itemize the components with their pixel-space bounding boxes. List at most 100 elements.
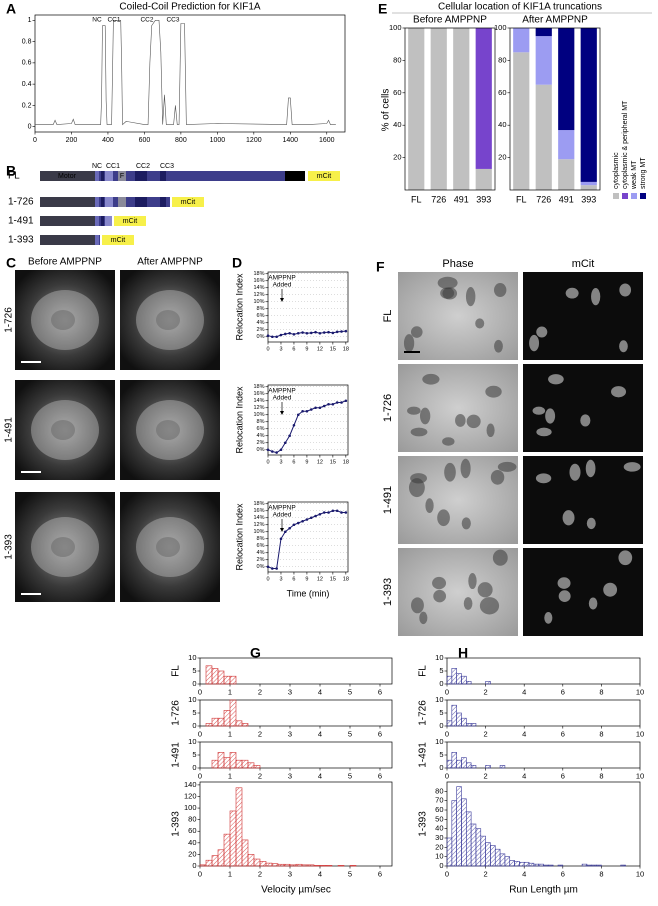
hist-bar bbox=[211, 759, 219, 769]
hist-bar bbox=[223, 675, 231, 685]
cell bbox=[486, 423, 495, 438]
data-point bbox=[292, 523, 296, 527]
construct-name: 1-726 bbox=[8, 197, 34, 208]
hist-bar bbox=[325, 865, 333, 867]
y-tick-label: 40 bbox=[435, 824, 443, 833]
data-point bbox=[318, 512, 322, 516]
y-tick-label: 0.4 bbox=[22, 81, 32, 88]
x-tick-label: 8 bbox=[599, 688, 603, 697]
hist-bar bbox=[235, 787, 243, 867]
annotation: CC2 bbox=[140, 17, 153, 24]
hist-bar bbox=[446, 675, 453, 685]
cell bbox=[591, 287, 601, 306]
hist-bar bbox=[253, 858, 261, 867]
hist-bar bbox=[485, 842, 491, 867]
x-tick-label: 0 bbox=[445, 688, 449, 697]
data-point bbox=[266, 448, 270, 452]
data-point bbox=[318, 406, 322, 410]
x-tick-label: 6 bbox=[378, 772, 382, 781]
y-tick-label: 5 bbox=[192, 666, 196, 675]
hist-bar bbox=[211, 668, 219, 685]
x-tick-label: 10 bbox=[636, 730, 644, 739]
x-tick-label: 10 bbox=[636, 688, 644, 697]
hist-bar bbox=[289, 864, 297, 867]
x-tick-label: 4 bbox=[522, 730, 526, 739]
hist-bar bbox=[596, 864, 602, 867]
hist-bar bbox=[217, 670, 225, 685]
hist-bar bbox=[519, 861, 525, 867]
hist-bar bbox=[470, 723, 477, 727]
x-tick-label: 0 bbox=[266, 459, 269, 465]
f-domain bbox=[118, 197, 126, 207]
y-tick-label: 5 bbox=[439, 666, 443, 675]
x-tick-label: 491 bbox=[454, 194, 469, 204]
x-tick-label: 8 bbox=[599, 870, 603, 879]
y-tick-label: 0 bbox=[439, 721, 443, 730]
annotation: AMPPNP bbox=[268, 275, 295, 282]
hist-bar bbox=[307, 864, 315, 867]
y-tick-label: 4% bbox=[257, 320, 265, 326]
cell bbox=[437, 509, 450, 527]
x-tick-label: 4 bbox=[318, 870, 322, 879]
data-point bbox=[292, 423, 296, 427]
coil-segment bbox=[160, 171, 166, 181]
row-label: 1-726 bbox=[418, 700, 429, 726]
cell bbox=[425, 498, 434, 514]
cell bbox=[569, 463, 581, 481]
coil-segment bbox=[101, 171, 104, 181]
x-tick-label: 3 bbox=[288, 772, 292, 781]
x-tick-label: 9 bbox=[305, 459, 308, 465]
x-tick-label: 200 bbox=[66, 137, 78, 144]
data-point bbox=[279, 537, 283, 541]
plot-frame bbox=[446, 741, 641, 769]
x-tick-label: 8 bbox=[599, 772, 603, 781]
y-tick-label: 5 bbox=[192, 750, 196, 759]
cell bbox=[623, 462, 641, 472]
row-label: FL bbox=[382, 310, 394, 323]
column-header: Phase bbox=[442, 258, 473, 270]
f-domain bbox=[118, 171, 126, 181]
data-point bbox=[296, 331, 300, 335]
y-tick-label: 0.8 bbox=[22, 38, 32, 45]
cell bbox=[490, 469, 505, 485]
x-tick-label: 6 bbox=[561, 870, 565, 879]
row-label: 1-726 bbox=[4, 307, 15, 333]
cell bbox=[565, 287, 579, 299]
y-tick-label: 0 bbox=[28, 124, 32, 131]
panel-label: D bbox=[232, 255, 242, 271]
data-point bbox=[296, 413, 300, 417]
annotation: NC bbox=[92, 17, 102, 24]
data-point bbox=[301, 331, 304, 334]
domain-label: F bbox=[120, 173, 124, 180]
cell bbox=[611, 386, 627, 398]
y-tick-label: 10% bbox=[253, 529, 264, 535]
tag-label: mCit bbox=[123, 218, 137, 225]
hist-bar bbox=[499, 765, 506, 769]
row-label: 1-726 bbox=[382, 394, 394, 422]
cell bbox=[536, 427, 552, 437]
plot-frame bbox=[446, 657, 641, 685]
y-axis-label: Relocation Index bbox=[234, 503, 244, 571]
x-tick-label: 10 bbox=[636, 772, 644, 781]
cell bbox=[411, 597, 424, 614]
data-point bbox=[309, 331, 313, 335]
row-label: 1-393 bbox=[4, 534, 15, 560]
domain-label: PH bbox=[290, 173, 300, 180]
data-point bbox=[314, 330, 317, 334]
x-tick-label: 0 bbox=[445, 772, 449, 781]
x-tick-label: 2 bbox=[258, 688, 262, 697]
cell bbox=[433, 589, 447, 603]
data-point bbox=[335, 509, 339, 513]
hist-bar bbox=[490, 845, 496, 867]
coil-segment bbox=[160, 197, 166, 207]
legend-label: cytoplasmic bbox=[613, 152, 620, 189]
hist-bar bbox=[223, 710, 231, 727]
cell bbox=[468, 573, 477, 590]
data-point bbox=[305, 331, 309, 335]
y-tick-label: 20 bbox=[188, 849, 196, 858]
y-tick-label: 12% bbox=[253, 405, 264, 411]
y-axis-label: Relocation Index bbox=[234, 273, 244, 341]
row-label: 1-393 bbox=[382, 578, 394, 606]
plot-frame bbox=[267, 271, 349, 343]
